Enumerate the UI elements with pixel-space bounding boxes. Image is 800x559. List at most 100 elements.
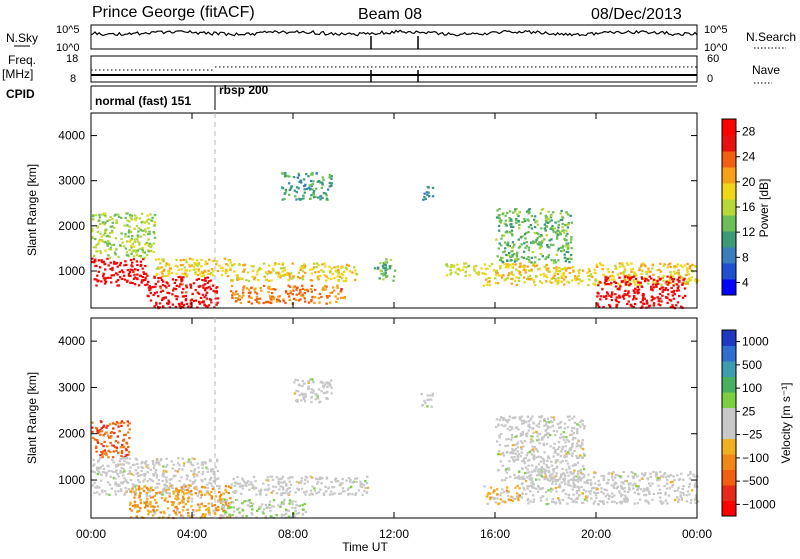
velocity-cell [187, 512, 190, 515]
velocity-cell [119, 469, 122, 472]
power-cell [301, 266, 304, 269]
power-cell [544, 229, 547, 232]
power-cell [520, 243, 523, 246]
power-cell [264, 301, 268, 304]
velocity-cell [188, 458, 191, 461]
power-cell [109, 225, 112, 228]
velocity-cell [151, 460, 154, 463]
power-cell [266, 273, 269, 276]
velocity-cell [268, 506, 272, 509]
velocity-cell [592, 491, 596, 494]
power-cell [656, 269, 659, 272]
power-cell [208, 272, 211, 275]
velocity-cell [136, 504, 139, 507]
velocity-cell [545, 421, 549, 424]
power-cell [126, 219, 129, 222]
velocity-cell [268, 503, 271, 506]
velocity-cell [177, 462, 180, 465]
power-cell [242, 288, 245, 292]
velocity-cell [204, 493, 207, 496]
power-cell [91, 230, 94, 233]
velocity-cell [629, 482, 632, 485]
power-cell [319, 195, 322, 198]
power-cell [561, 226, 564, 229]
power-cell [167, 303, 170, 306]
power-cell [162, 258, 165, 261]
power-cell [626, 302, 629, 306]
power-cell [98, 266, 102, 269]
power-cell [121, 241, 124, 244]
velocity-cell [175, 487, 178, 490]
velocity-cell [541, 436, 544, 439]
velocity-cell [120, 449, 124, 453]
power-cell [508, 210, 512, 213]
velocity-cell [553, 451, 556, 454]
power-cell [123, 264, 126, 267]
power-cell [330, 177, 333, 180]
velocity-cell [541, 457, 545, 460]
power-cell [677, 285, 680, 288]
power-cell [144, 243, 147, 246]
velocity-cell [664, 493, 667, 496]
velocity-cell [286, 487, 289, 490]
velocity-cell [155, 492, 158, 495]
velocity-cell [111, 459, 114, 462]
velocity-cell [314, 393, 317, 396]
power-cell [384, 276, 388, 279]
power-cell [560, 246, 563, 249]
velocity-cell [168, 492, 171, 495]
velocity-cell [525, 454, 528, 457]
velocity-cell [211, 504, 214, 507]
power-cell [129, 216, 132, 219]
power-cell [522, 268, 526, 272]
power-cell [473, 267, 476, 270]
power-cell [296, 276, 300, 279]
power-cell [287, 279, 290, 282]
power-cell [285, 273, 289, 276]
cpid-segment-2: rbsp 200 [219, 83, 269, 97]
power-cell [385, 258, 388, 261]
velocity-cell [322, 392, 326, 395]
power-cell [292, 176, 296, 179]
power-cell [203, 279, 206, 282]
power-cell [554, 221, 557, 224]
velocity-cell [275, 476, 279, 479]
velocity-cell [498, 443, 502, 447]
velocity-cell [316, 394, 319, 397]
power-cell [536, 220, 539, 223]
velocity-cell [153, 499, 157, 502]
power-cell [514, 208, 517, 211]
velocity-cell [94, 486, 97, 489]
velocity-cell [279, 477, 282, 481]
velocity-cell [538, 442, 541, 445]
velocity-cell [617, 474, 620, 477]
power-cell [601, 264, 605, 267]
velocity-cell [124, 486, 127, 490]
power-cell [645, 273, 648, 276]
power-cell [307, 301, 311, 304]
velocity-cell [132, 484, 135, 487]
power-cell [694, 265, 698, 268]
velocity-cell [114, 481, 117, 484]
power-cell [426, 193, 429, 196]
power-cell [636, 284, 640, 287]
velocity-cell [281, 481, 284, 484]
velocity-cell [190, 493, 193, 496]
velocity-cell [532, 486, 535, 489]
power-cell [303, 271, 307, 274]
power-cell [288, 276, 292, 279]
power-cell [203, 283, 207, 286]
power-cell [104, 282, 107, 285]
power-cell [202, 286, 205, 289]
power-cell [565, 250, 568, 253]
velocity-cell [135, 484, 138, 487]
velocity-cell [562, 477, 565, 480]
power-cell [184, 258, 187, 261]
power-cell [659, 297, 662, 300]
power-cell [309, 279, 312, 282]
power-cell [498, 242, 501, 245]
power-cell [601, 268, 604, 271]
velocity-cell [287, 493, 290, 496]
power-cell [143, 233, 146, 236]
power-cell [117, 255, 120, 258]
